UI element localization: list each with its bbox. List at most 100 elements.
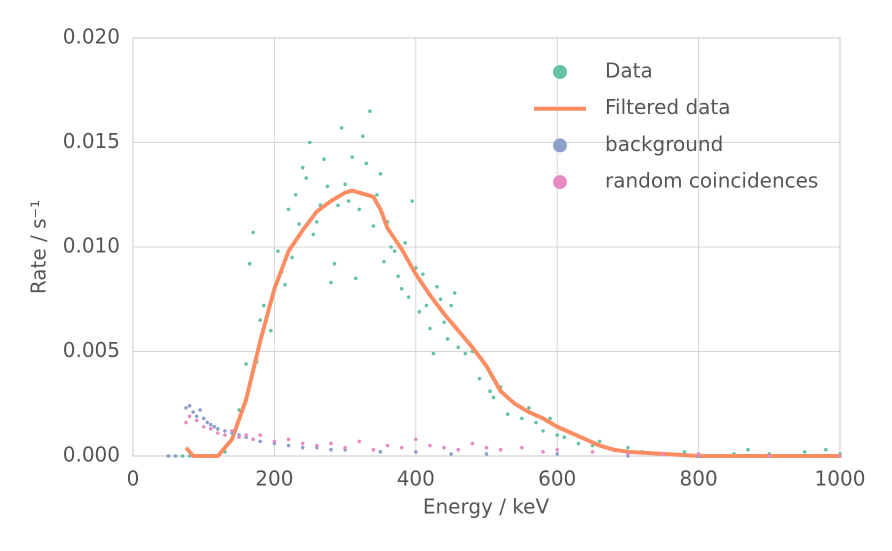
data-point <box>187 414 192 419</box>
data-point <box>555 433 559 437</box>
data-point <box>258 318 263 322</box>
data-point <box>456 345 461 350</box>
data-point <box>237 408 241 412</box>
data-point <box>824 447 828 452</box>
legend-swatch <box>553 138 567 153</box>
data-point <box>488 389 492 394</box>
data-point <box>357 207 362 212</box>
data-point <box>286 207 291 212</box>
data-point <box>682 450 687 454</box>
data-point <box>194 414 199 419</box>
data-point <box>406 295 411 299</box>
data-point <box>223 433 227 437</box>
data-point <box>375 192 379 197</box>
data-point <box>576 441 581 446</box>
data-point <box>315 443 319 448</box>
y-tick-label: 0.020 <box>63 25 120 49</box>
data-point <box>198 408 202 412</box>
data-point <box>180 454 185 458</box>
data-point <box>194 418 199 423</box>
data-point <box>371 447 376 452</box>
data-point <box>505 412 510 417</box>
marks <box>166 109 842 458</box>
y-tick-label: 0.005 <box>63 338 120 362</box>
data-point <box>247 261 252 266</box>
data-point <box>838 454 842 458</box>
data-point <box>428 326 432 331</box>
data-point <box>166 454 171 458</box>
data-point <box>286 443 291 448</box>
data-point <box>304 176 309 180</box>
data-point <box>378 450 383 454</box>
data-point <box>293 192 298 197</box>
data-point <box>484 452 489 456</box>
data-point <box>300 445 305 450</box>
legend-swatch <box>553 65 567 79</box>
data-point <box>626 445 630 450</box>
data-point <box>300 165 305 170</box>
data-point <box>208 427 213 431</box>
data-point <box>477 376 482 381</box>
data-point <box>286 437 291 442</box>
data-point <box>498 447 503 452</box>
x-tick-label: 1000 <box>815 467 866 491</box>
data-point <box>463 351 468 356</box>
data-point <box>417 309 422 314</box>
data-point <box>491 395 496 400</box>
legend: Data Filtered data background random coinci… <box>534 59 818 193</box>
line <box>184 188 840 458</box>
data-point <box>201 424 206 429</box>
data-point <box>428 443 432 448</box>
legend-label: background <box>605 132 723 156</box>
data-point <box>421 272 425 276</box>
data-point <box>399 287 404 291</box>
data-point <box>300 441 305 446</box>
data-point <box>442 320 446 325</box>
data-point <box>212 424 217 429</box>
data-point <box>548 416 552 421</box>
data-point <box>343 445 347 450</box>
data-point <box>371 224 376 228</box>
data-point <box>205 420 210 425</box>
y-tick-label: 0.000 <box>63 443 120 467</box>
data-point <box>307 140 312 145</box>
y-tick-label: 0.015 <box>63 129 120 153</box>
data-point <box>290 255 294 260</box>
data-point <box>261 303 266 308</box>
x-tick-label: 600 <box>538 467 576 491</box>
data-point <box>339 126 344 130</box>
data-point <box>541 429 545 433</box>
data-point <box>258 433 263 437</box>
data-point <box>746 447 750 452</box>
data-point <box>237 435 241 439</box>
data-point <box>244 433 248 437</box>
data-point <box>251 437 255 442</box>
data-point <box>325 184 330 189</box>
data-point <box>435 284 439 289</box>
legend-label: Data <box>605 59 653 83</box>
data-point <box>272 439 277 444</box>
data-point <box>661 452 666 456</box>
data-point <box>357 439 362 444</box>
data-point <box>332 261 337 266</box>
data-point <box>449 452 453 456</box>
data-point <box>527 406 531 410</box>
data-point <box>184 420 188 425</box>
data-point <box>322 157 326 162</box>
x-tick-label: 0 <box>127 467 140 491</box>
x-tick-label: 400 <box>397 467 435 491</box>
data-point <box>191 410 195 414</box>
data-point <box>311 232 316 237</box>
data-point <box>456 447 461 452</box>
data-point <box>364 161 369 166</box>
data-point <box>555 452 559 456</box>
data-point <box>424 303 429 308</box>
data-point <box>520 416 524 421</box>
plot-frame <box>132 37 841 457</box>
data-point <box>346 199 351 203</box>
data-point <box>541 450 545 454</box>
data-point <box>297 222 301 226</box>
data-point <box>414 437 418 442</box>
data-point <box>534 420 538 425</box>
